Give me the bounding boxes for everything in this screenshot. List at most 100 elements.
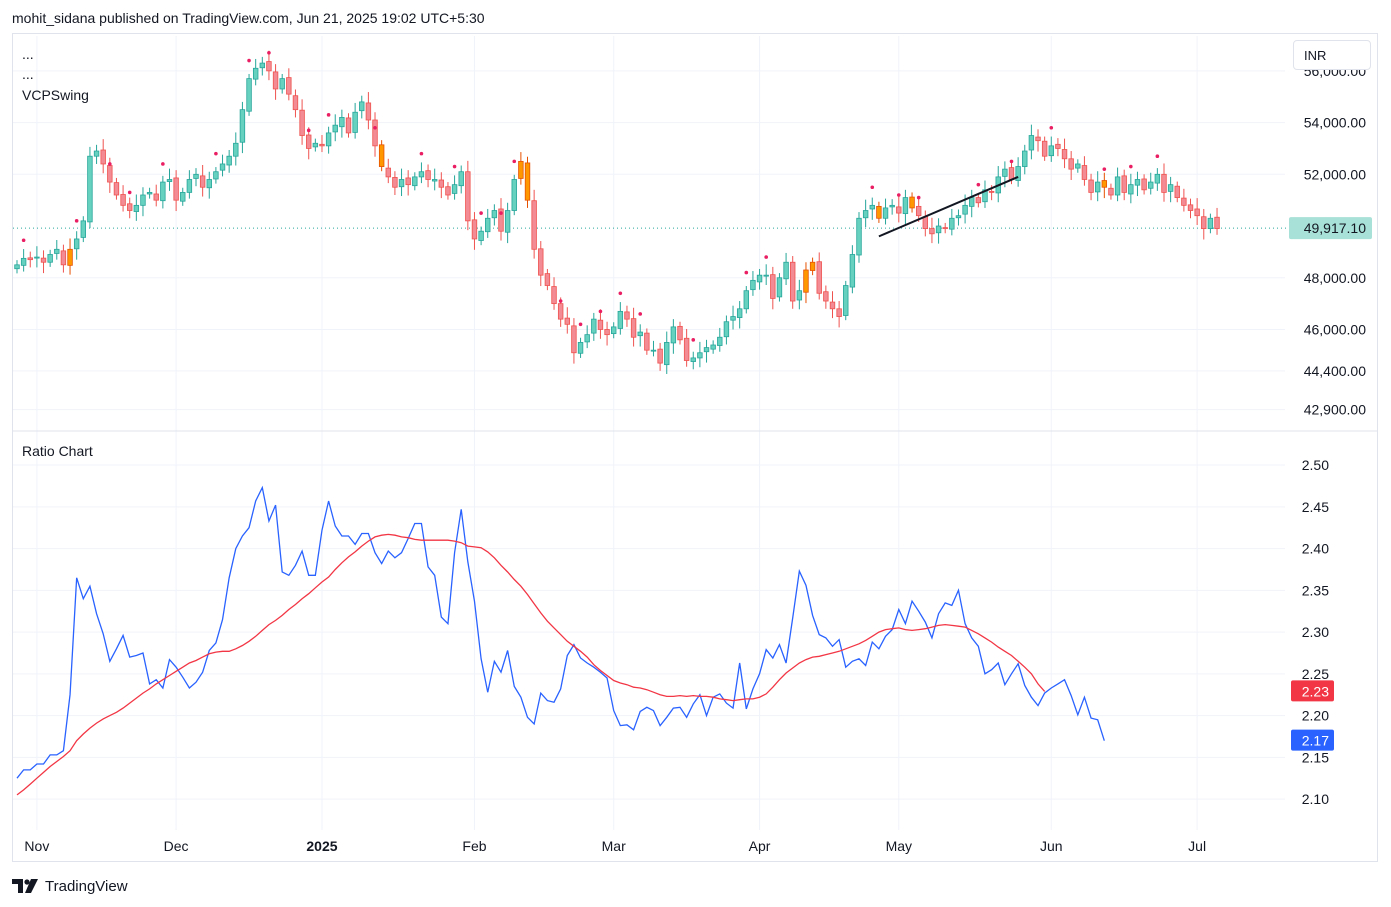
candle[interactable]	[1114, 167, 1121, 202]
candle[interactable]	[498, 198, 504, 241]
candle[interactable]	[1121, 169, 1127, 201]
candle[interactable]	[451, 175, 458, 200]
candle[interactable]	[398, 168, 405, 197]
candle[interactable]	[763, 264, 769, 285]
candle[interactable]	[478, 226, 484, 246]
currency-button[interactable]: INR	[1293, 40, 1371, 70]
candle[interactable]	[896, 196, 902, 223]
candle[interactable]	[458, 165, 464, 194]
candle[interactable]	[332, 114, 338, 142]
candle[interactable]	[577, 337, 584, 358]
candle[interactable]	[584, 325, 590, 349]
candle[interactable]	[186, 170, 193, 199]
candle[interactable]	[425, 164, 431, 188]
candle[interactable]	[524, 156, 531, 208]
candle[interactable]	[564, 307, 570, 334]
candle[interactable]	[233, 132, 239, 166]
candle[interactable]	[829, 291, 836, 319]
ratio-moving-average-line[interactable]	[16, 533, 1046, 796]
candle[interactable]	[750, 271, 756, 296]
candle[interactable]	[756, 268, 763, 290]
candle[interactable]	[306, 127, 312, 160]
candle[interactable]	[617, 302, 624, 335]
candle[interactable]	[193, 168, 199, 187]
candle[interactable]	[604, 321, 610, 346]
candle[interactable]	[677, 321, 683, 345]
candle[interactable]	[776, 273, 783, 302]
candle[interactable]	[1214, 207, 1220, 235]
candle[interactable]	[14, 260, 20, 274]
candle[interactable]	[286, 68, 292, 101]
candle[interactable]	[1181, 188, 1187, 212]
candle[interactable]	[292, 89, 299, 118]
candle[interactable]	[504, 202, 511, 244]
candle[interactable]	[869, 197, 875, 220]
candle[interactable]	[365, 92, 372, 130]
candle[interactable]	[27, 251, 33, 268]
candle[interactable]	[1088, 173, 1094, 201]
candle[interactable]	[823, 285, 829, 309]
candle[interactable]	[1061, 138, 1068, 169]
ratio-line[interactable]	[16, 485, 1105, 779]
candle[interactable]	[219, 154, 226, 177]
candle[interactable]	[266, 50, 272, 81]
candle[interactable]	[922, 210, 929, 237]
candle[interactable]	[551, 277, 557, 310]
candle[interactable]	[630, 307, 637, 347]
candle[interactable]	[93, 144, 100, 164]
candle[interactable]	[902, 189, 909, 225]
candle[interactable]	[783, 252, 789, 285]
candle[interactable]	[730, 305, 736, 330]
candle[interactable]	[969, 189, 975, 218]
candle[interactable]	[597, 309, 604, 339]
candle[interactable]	[146, 187, 153, 199]
candle[interactable]	[113, 177, 120, 200]
candle[interactable]	[843, 280, 849, 321]
candle[interactable]	[1041, 136, 1048, 161]
candle[interactable]	[955, 209, 962, 226]
candle[interactable]	[518, 152, 524, 185]
candle[interactable]	[571, 318, 577, 364]
tradingview-logo-icon[interactable]	[12, 879, 40, 893]
candle[interactable]	[736, 301, 743, 329]
candle[interactable]	[445, 182, 451, 200]
candle[interactable]	[770, 266, 776, 310]
candle[interactable]	[717, 327, 723, 352]
candle[interactable]	[325, 126, 332, 154]
trendline-drawing[interactable]	[878, 175, 1019, 238]
candle[interactable]	[299, 99, 305, 145]
candle[interactable]	[862, 199, 869, 228]
candle[interactable]	[67, 238, 73, 275]
candle[interactable]	[272, 64, 279, 100]
candle[interactable]	[1055, 138, 1061, 157]
candle[interactable]	[1134, 171, 1141, 197]
candle[interactable]	[471, 212, 478, 250]
candle[interactable]	[359, 95, 365, 119]
candle[interactable]	[252, 58, 259, 86]
candle[interactable]	[1101, 172, 1108, 199]
tradingview-brand[interactable]: TradingView	[45, 877, 128, 895]
candle[interactable]	[1022, 144, 1028, 175]
candle[interactable]	[531, 189, 537, 259]
candle[interactable]	[637, 324, 643, 347]
candle[interactable]	[935, 218, 942, 244]
candle[interactable]	[836, 301, 842, 328]
candle[interactable]	[120, 185, 126, 212]
candle[interactable]	[650, 340, 657, 357]
candle[interactable]	[796, 279, 803, 310]
candle[interactable]	[664, 331, 670, 374]
legend-line-2[interactable]: ...	[22, 66, 34, 82]
candle[interactable]	[624, 305, 630, 327]
candle[interactable]	[40, 250, 47, 274]
candle[interactable]	[60, 244, 67, 273]
candle[interactable]	[942, 222, 948, 234]
candle[interactable]	[213, 167, 219, 184]
candle[interactable]	[87, 146, 93, 229]
legend-line-1[interactable]: ...	[22, 46, 34, 62]
candle[interactable]	[166, 168, 173, 191]
candle[interactable]	[246, 73, 252, 116]
candle[interactable]	[591, 312, 597, 341]
candle[interactable]	[127, 197, 133, 219]
candle[interactable]	[511, 174, 517, 216]
